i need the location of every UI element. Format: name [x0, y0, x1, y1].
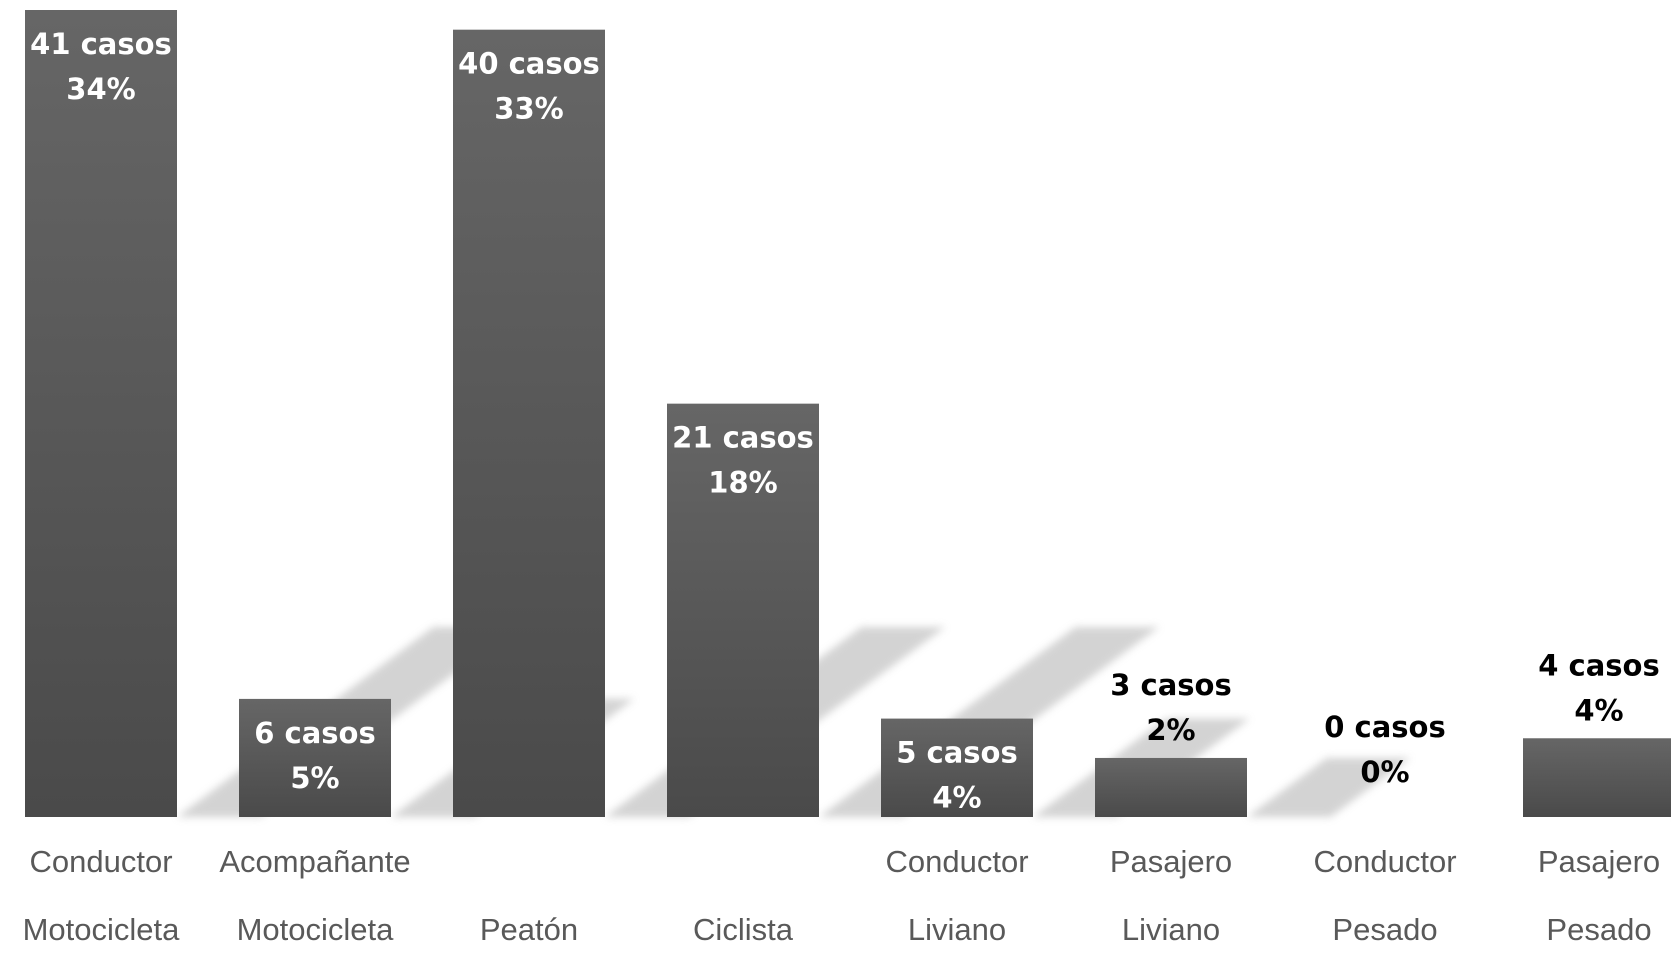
bar [1095, 757, 1247, 817]
data-label: 33% [494, 92, 563, 126]
category-tick-label: Pasajero [1110, 844, 1232, 879]
bar [239, 698, 391, 817]
data-label: 2% [1146, 713, 1195, 747]
bar [25, 10, 177, 817]
category-tick-label: Conductor [29, 844, 172, 879]
category-tick-label: Liviano [1122, 912, 1220, 947]
data-label: 5% [290, 761, 339, 795]
data-labels-group: 41 casos 34% 6 casos 5% 40 casos 33% 21 casos 1… [30, 27, 1660, 815]
category-tick-label: Peatón [480, 912, 578, 947]
bars-group [25, 10, 1671, 818]
data-label: 4% [1574, 693, 1623, 727]
data-label: 21 casos [672, 421, 814, 455]
data-label: 4 casos [1538, 648, 1659, 682]
category-labels-group: Conductor Motocicleta Acompañante Motocicle… [23, 844, 1661, 947]
category-tick-label: Conductor [1313, 844, 1456, 879]
data-label: 4% [932, 781, 981, 815]
bar [1523, 738, 1671, 817]
category-tick-label: Motocicleta [237, 912, 395, 947]
category-tick-label: Liviano [908, 912, 1006, 947]
data-label: 6 casos [254, 716, 375, 750]
data-label: 0 casos [1324, 710, 1445, 744]
bar-shadow [1247, 757, 1411, 817]
category-tick-label: Pesado [1332, 912, 1437, 947]
category-tick-label: Acompañante [219, 844, 410, 879]
data-label: 0% [1360, 755, 1409, 789]
data-label: 34% [66, 72, 135, 106]
data-label: 41 casos [30, 27, 172, 61]
category-tick-label: Pasajero [1538, 844, 1660, 879]
bar [453, 29, 605, 818]
bar [667, 403, 819, 817]
bar [881, 718, 1033, 817]
data-label: 3 casos [1110, 668, 1231, 702]
data-label: 18% [708, 466, 777, 500]
data-label: 40 casos [458, 47, 600, 81]
category-tick-label: Pesado [1546, 912, 1651, 947]
category-tick-label: Motocicleta [23, 912, 181, 947]
category-tick-label: Conductor [885, 844, 1028, 879]
data-label: 5 casos [896, 736, 1017, 770]
category-tick-label: Ciclista [693, 912, 794, 947]
